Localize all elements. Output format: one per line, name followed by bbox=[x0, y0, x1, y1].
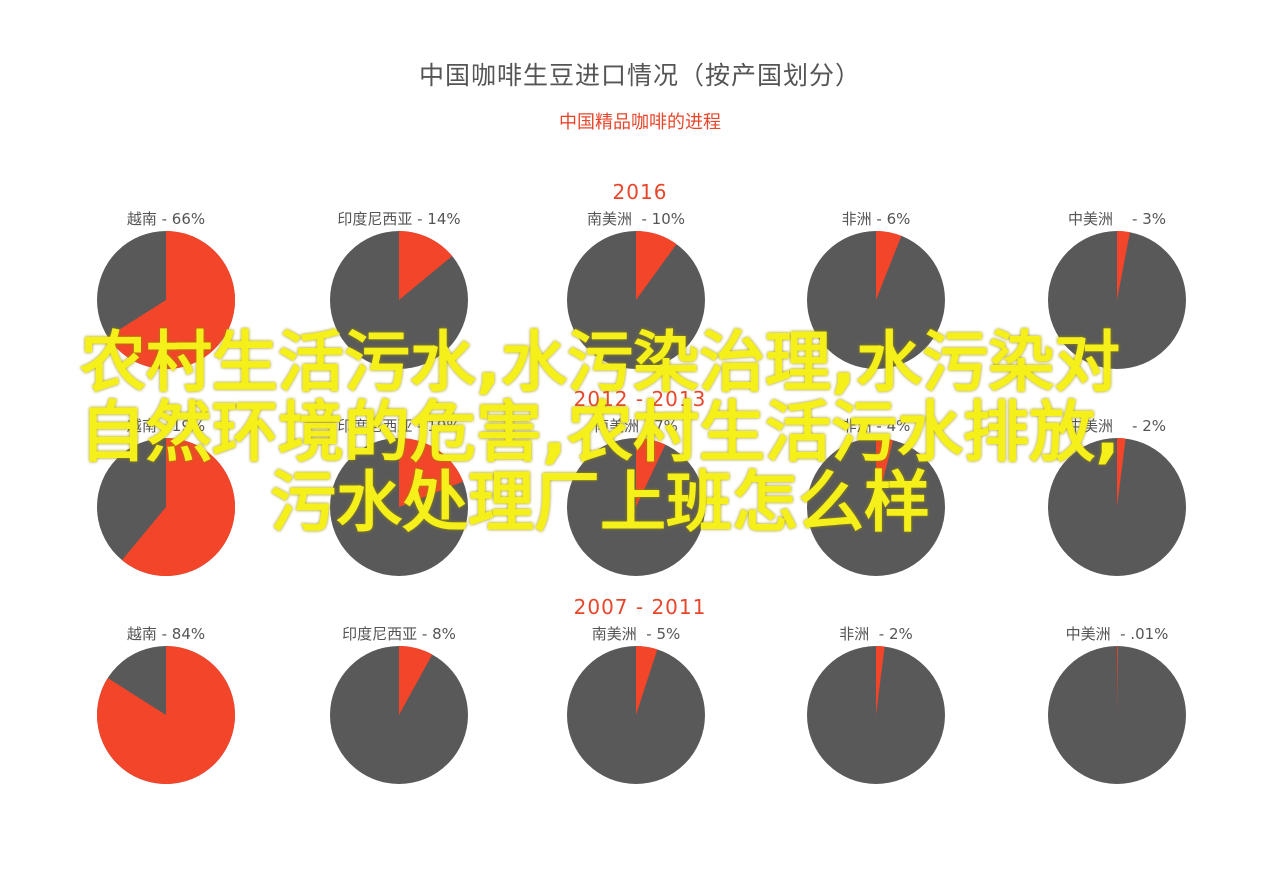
pie-chart bbox=[96, 646, 235, 784]
pie-share-slice bbox=[876, 231, 902, 300]
pie-share-slice bbox=[1117, 231, 1130, 300]
pie-chart bbox=[330, 438, 468, 576]
pie-share-slice bbox=[107, 231, 235, 369]
section-title: 2016 bbox=[612, 180, 668, 204]
pie-chart bbox=[97, 438, 236, 576]
pie-share-slice bbox=[636, 438, 666, 507]
pie-label: 印度尼西亚 - 19% bbox=[337, 417, 461, 435]
pie-chart bbox=[330, 231, 468, 369]
pie-chart bbox=[807, 231, 945, 369]
pie-chart bbox=[1048, 231, 1186, 369]
pie-label: 中美洲 - 2% bbox=[1067, 417, 1167, 435]
pie-label: 中美洲 - 3% bbox=[1067, 210, 1167, 228]
chart-subtitle: 中国精品咖啡的进程 bbox=[559, 112, 721, 133]
pie-label: 印度尼西亚 - 14% bbox=[337, 210, 461, 228]
pie-chart bbox=[1048, 438, 1186, 576]
overlay-line: 污水处理厂上班怎么样 bbox=[270, 464, 930, 541]
pie-share-slice bbox=[876, 646, 885, 715]
pie-label: 非洲 - 2% bbox=[839, 625, 913, 643]
pie-label: 非洲 - 4% bbox=[841, 417, 911, 435]
pie-share-slice bbox=[399, 438, 464, 507]
pie-chart bbox=[807, 438, 945, 576]
pie-chart bbox=[567, 231, 705, 369]
pie-label: 南美洲 - 5% bbox=[591, 625, 681, 643]
pie-chart bbox=[97, 231, 235, 369]
section-title: 2012 - 2013 bbox=[573, 387, 707, 411]
watermark-overlay: 农村生活污水,水污染治理,水污染对 自然环境的危害,农村生活污水排放, 污水处理… bbox=[20, 328, 1180, 538]
pie-label: 南美洲 - 7% bbox=[594, 417, 678, 435]
pie-share-slice bbox=[1117, 438, 1126, 507]
pie-chart bbox=[567, 646, 705, 784]
pie-label: 印度尼西亚 - 8% bbox=[342, 625, 456, 643]
chart-title: 中国咖啡生豆进口情况（按产国划分） bbox=[418, 61, 861, 90]
pie-chart bbox=[807, 646, 945, 784]
section-title: 2007 - 2011 bbox=[573, 595, 707, 619]
pie-label: 越南 - 84% bbox=[126, 625, 206, 643]
pie-share-slice bbox=[399, 646, 433, 715]
pie-chart bbox=[330, 646, 468, 784]
pie-label: 非洲 - 6% bbox=[841, 210, 911, 228]
pie-label: 越南 - 19% bbox=[126, 417, 206, 435]
pie-share-slice bbox=[636, 646, 658, 715]
pie-share-slice bbox=[876, 438, 894, 507]
pie-chart bbox=[567, 438, 705, 576]
pie-share-slice bbox=[399, 231, 453, 300]
pie-label: 越南 - 66% bbox=[126, 210, 206, 228]
pie-share-slice bbox=[122, 438, 236, 576]
pie-share-slice bbox=[96, 646, 235, 784]
pie-label: 中美洲 - .01% bbox=[1065, 625, 1169, 643]
overlay-line: 农村生活污水,水污染治理,水污染对 bbox=[79, 324, 1121, 401]
pie-chart bbox=[1048, 646, 1186, 784]
pie-label: 南美洲 - 10% bbox=[586, 210, 686, 228]
pie-share-slice bbox=[636, 231, 677, 300]
overlay-line: 自然环境的危害,农村生活污水排放, bbox=[79, 394, 1121, 471]
